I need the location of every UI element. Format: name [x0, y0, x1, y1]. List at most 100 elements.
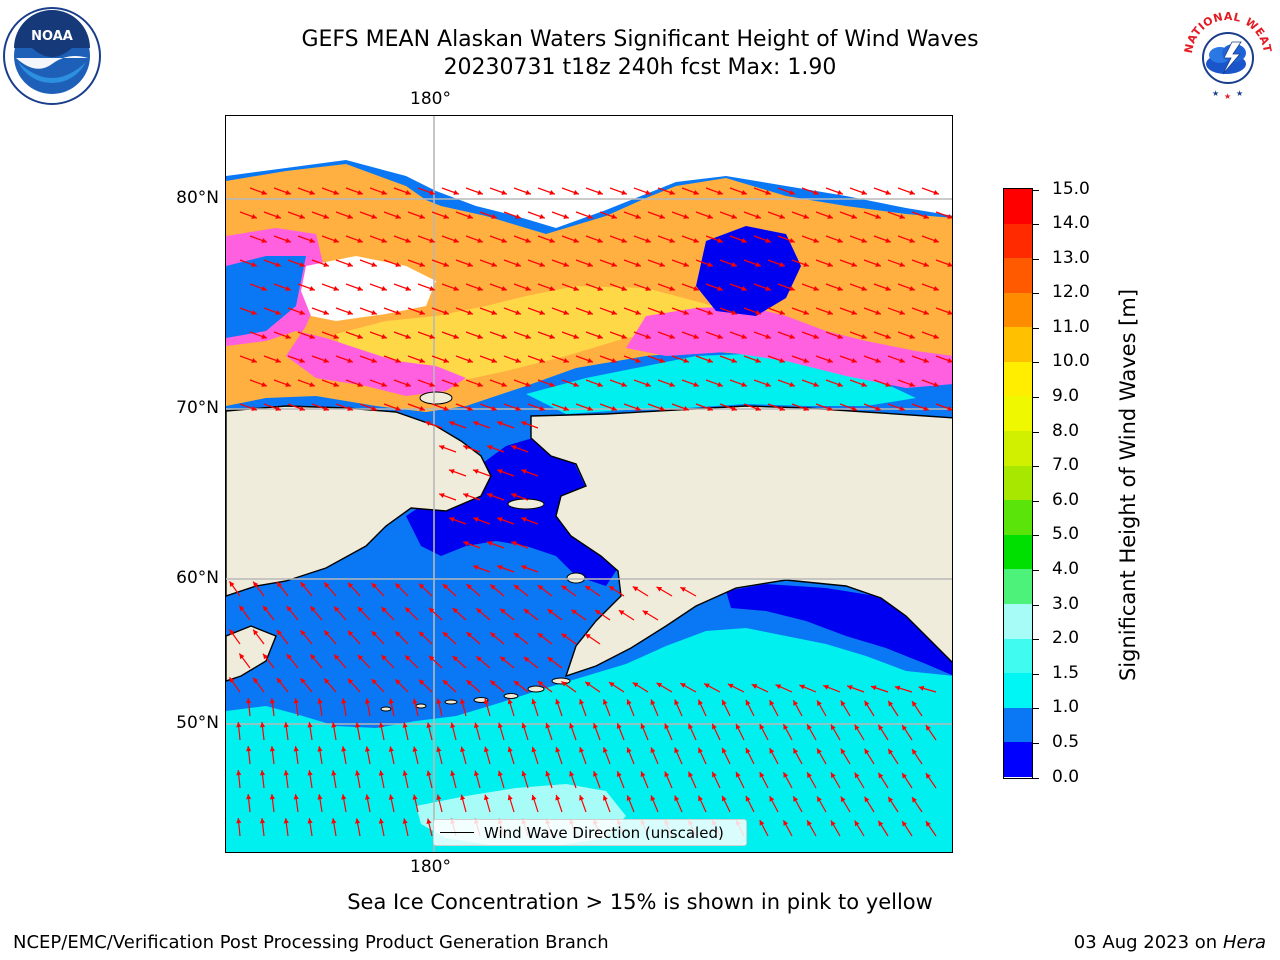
wave-direction-arrowhead — [745, 747, 751, 754]
colorbar-tick-mark — [1033, 535, 1039, 537]
wave-direction-arrowhead — [251, 310, 257, 315]
bottom-longitude-label: 180° — [410, 857, 451, 877]
colorbar-segment — [1004, 569, 1032, 604]
wave-direction-arrowhead — [323, 358, 329, 363]
wave-direction-arrowhead — [253, 581, 259, 588]
wave-direction-arrowhead — [490, 584, 496, 590]
wave-direction-arrowhead — [487, 445, 493, 450]
wave-direction-arrowhead — [490, 680, 496, 686]
wave-direction-arrowhead — [840, 700, 846, 707]
wave-direction-arrowhead — [925, 725, 931, 731]
wave-direction-arrowhead — [371, 678, 377, 685]
wave-direction-arrowhead — [460, 746, 466, 753]
wave-direction-arrowhead — [741, 382, 747, 387]
wave-direction-arrowhead — [759, 772, 765, 778]
wave-direction-arrowhead — [357, 334, 363, 339]
nws-logo-icon: NATIONAL WEATHER SERVICE ★ ★ ★ — [1173, 0, 1275, 103]
wave-direction-arrowhead — [275, 262, 281, 267]
wave-direction-arrowhead — [537, 681, 544, 687]
wave-direction-arrowhead — [611, 310, 617, 315]
wave-direction-arrowhead — [573, 334, 579, 339]
wave-direction-arrowhead — [688, 771, 694, 778]
wave-direction-arrowhead — [347, 582, 354, 589]
wave-direction-arrowhead — [659, 310, 665, 315]
wave-direction-arrowhead — [878, 772, 884, 779]
wave-direction-arrowhead — [261, 334, 267, 339]
colorbar-tick-label: 10.0 — [1052, 351, 1090, 372]
wave-direction-arrowhead — [878, 724, 884, 731]
wave-direction-arrowhead — [371, 406, 377, 411]
noaa-logo: NOAA — [2, 6, 102, 106]
wave-direction-arrowhead — [779, 214, 785, 219]
wave-direction-arrowhead — [453, 286, 459, 291]
wave-direction-arrowhead — [511, 493, 517, 498]
wave-direction-arrowhead — [419, 406, 425, 411]
colorbar-segment — [1004, 603, 1032, 639]
wave-direction-arrowhead — [793, 700, 799, 706]
wave-direction-arrowhead — [803, 310, 809, 315]
wave-direction-arrowhead — [597, 334, 603, 339]
wave-direction-arrowhead — [531, 746, 537, 753]
wave-direction-arrowhead — [909, 190, 915, 195]
land-alaska — [530, 405, 952, 678]
wave-direction-arrowhead — [371, 582, 377, 589]
colorbar-tick-mark — [1033, 362, 1039, 364]
wave-direction-arrowhead — [500, 656, 506, 662]
wave-direction-arrowhead — [429, 238, 435, 243]
wave-direction-arrowhead — [579, 747, 585, 753]
wave-direction-arrowhead — [453, 238, 459, 243]
wave-direction-arrowhead — [618, 610, 625, 616]
wave-direction-arrowhead — [395, 631, 401, 637]
wave-direction-arrowhead — [299, 214, 305, 219]
wave-direction-arrowhead — [656, 586, 663, 592]
wave-direction-arrowhead — [587, 358, 593, 363]
wave-direction-arrowhead — [698, 699, 703, 706]
wave-direction-arrowhead — [483, 746, 489, 753]
wave-direction-arrowhead — [497, 421, 503, 426]
wave-direction-arrowhead — [473, 565, 479, 570]
arctic-open-water-east — [696, 226, 801, 316]
wave-direction-arrowhead — [635, 406, 641, 411]
wave-direction-arrowhead — [803, 262, 809, 267]
wave-direction-arrowhead — [704, 683, 710, 689]
wave-direction-arrowhead — [693, 190, 699, 195]
wave-direction-arrowhead — [261, 190, 267, 195]
wave-direction-arrowhead — [259, 770, 266, 776]
wave-direction-arrowhead — [442, 679, 449, 686]
wave-direction-arrowhead — [426, 722, 432, 728]
wave-direction-arrowhead — [476, 608, 482, 614]
wave-direction-arrowhead — [593, 723, 598, 729]
wave-direction-arrowhead — [428, 655, 435, 662]
wave-direction-arrowhead — [259, 722, 266, 728]
wave-direction-arrowhead — [741, 190, 747, 195]
wave-direction-arrowhead — [418, 679, 425, 685]
wave-direction-arrowhead — [300, 630, 306, 636]
wave-direction-arrowhead — [707, 214, 713, 219]
wave-direction-arrowhead — [364, 746, 371, 752]
wave-direction-arrowhead — [755, 358, 761, 363]
wave-direction-arrowhead — [875, 358, 881, 363]
wave-direction-arrowhead — [491, 214, 497, 219]
noaa-logo-text: NOAA — [31, 29, 73, 44]
wave-direction-arrowhead — [783, 772, 789, 778]
wave-direction-arrowhead — [378, 770, 384, 776]
wave-direction-arrowhead — [443, 358, 449, 363]
wave-direction-arrowhead — [912, 797, 917, 803]
wave-direction-arrowhead — [347, 678, 354, 685]
wave-direction-arrowhead — [775, 684, 782, 690]
wave-direction-arrowhead — [402, 770, 408, 776]
wave-direction-arrowhead — [933, 190, 939, 195]
wave-direction-arrowhead — [477, 190, 483, 195]
colorbar-tick-mark — [1033, 258, 1039, 260]
colorbar-segment — [1004, 431, 1032, 466]
wave-direction-arrowhead — [463, 493, 469, 498]
wave-direction-arrowhead — [545, 770, 551, 777]
wave-direction-arrowhead — [593, 771, 598, 777]
wave-direction-arrowhead — [452, 655, 459, 662]
legend-label: Wind Wave Direction (unscaled) — [484, 823, 724, 842]
wave-direction-arrowhead — [507, 698, 513, 705]
wave-direction-arrowhead — [870, 685, 877, 691]
wave-direction-arrowhead — [467, 262, 473, 267]
wave-direction-arrowhead — [830, 772, 836, 779]
colorbar-tick-label: 1.0 — [1052, 697, 1080, 718]
